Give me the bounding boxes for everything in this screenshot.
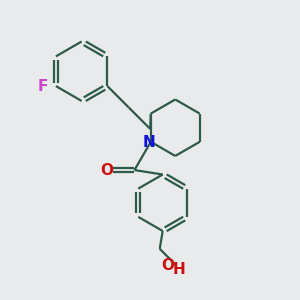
Text: N: N	[143, 135, 156, 150]
Text: F: F	[38, 79, 49, 94]
Text: H: H	[173, 262, 185, 277]
Text: O: O	[161, 258, 174, 273]
Text: O: O	[100, 163, 114, 178]
